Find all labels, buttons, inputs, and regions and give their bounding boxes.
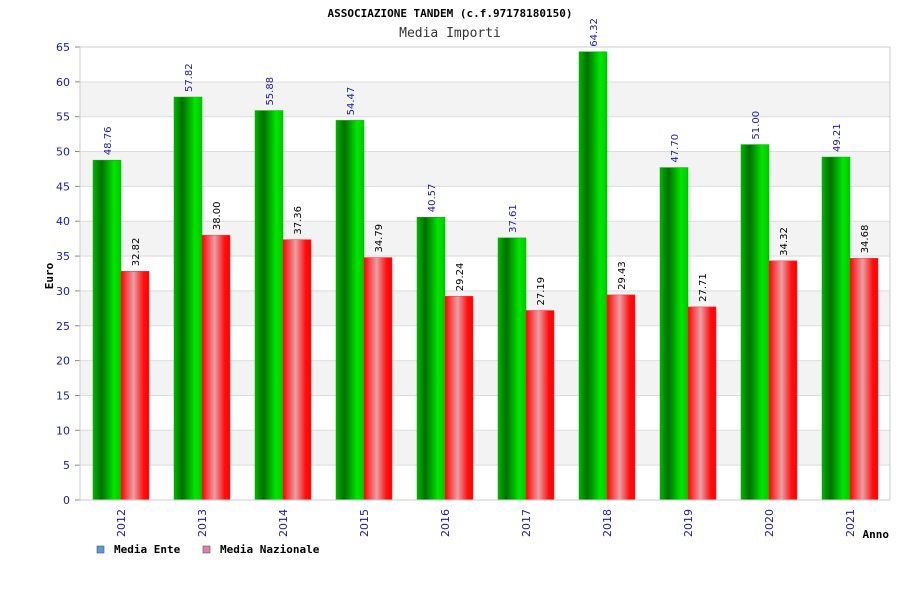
grid-band [80, 81, 890, 117]
bar-media-ente-2016 [416, 217, 446, 501]
x-tick-label: 2020 [763, 509, 776, 537]
bar-media-ente-2013 [173, 96, 203, 501]
bar-media-nazionale-2020 [768, 260, 798, 501]
chart-title: ASSOCIAZIONE TANDEM (c.f.97178180150) [327, 7, 572, 20]
y-tick-label: 25 [56, 320, 70, 333]
y-axis-label: Euro [43, 262, 56, 289]
y-tick-label: 5 [63, 459, 70, 472]
bar-media-ente-2020 [740, 144, 770, 501]
y-tick-label: 40 [56, 215, 70, 228]
bar-media-nazionale-2012 [120, 271, 150, 501]
chart-subtitle: Media Importi [399, 26, 501, 41]
x-tick-label: 2019 [682, 509, 695, 537]
bar-media-nazionale-2017 [525, 310, 555, 501]
y-tick-label: 65 [56, 41, 70, 54]
legend-label-media-ente: Media Ente [114, 543, 181, 556]
x-tick-label: 2016 [439, 509, 452, 537]
bar-media-ente-2021 [821, 156, 851, 501]
bar-media-ente-2018 [578, 51, 608, 501]
plot-border [79, 46, 891, 501]
data-label: 37.61 [508, 204, 519, 233]
legend-swatch-media-ente [96, 545, 105, 554]
data-label: 40.57 [427, 184, 438, 213]
y-tick-label: 50 [56, 146, 70, 159]
y-tick-label: 45 [56, 180, 70, 193]
bar-media-ente-2017 [497, 237, 527, 501]
bar-media-nazionale-2019 [687, 306, 717, 501]
bar-media-nazionale-2015 [363, 257, 393, 501]
data-label: 37.36 [293, 206, 304, 235]
data-label: 34.68 [860, 225, 871, 254]
bar-media-nazionale-2014 [282, 239, 312, 501]
y-tick-label: 10 [56, 424, 70, 437]
legend: Media Ente Media Nazionale [96, 543, 320, 556]
x-tick-label: 2013 [196, 509, 209, 537]
bar-media-nazionale-2013 [201, 234, 231, 501]
data-label: 38.00 [212, 202, 223, 231]
y-tick-label: 35 [56, 250, 70, 263]
x-tick-label: 2021 [844, 509, 857, 537]
x-tick-label: 2012 [115, 509, 128, 537]
y-tick-label: 30 [56, 285, 70, 298]
data-label: 55.88 [265, 77, 276, 106]
data-label: 34.79 [374, 224, 385, 253]
data-label: 27.19 [536, 277, 547, 306]
y-tick-label: 20 [56, 355, 70, 368]
x-axis-label: Anno [863, 528, 890, 541]
bar-media-nazionale-2021 [849, 258, 879, 501]
legend-swatch-media-nazionale [202, 545, 211, 554]
bar-media-ente-2014 [254, 110, 284, 501]
bar-media-ente-2019 [659, 167, 689, 501]
data-label: 32.82 [131, 238, 142, 267]
x-tick-label: 2018 [601, 509, 614, 537]
data-label: 48.76 [103, 127, 114, 156]
data-label: 51.00 [751, 111, 762, 140]
bar-media-ente-2012 [92, 159, 122, 501]
bar-media-ente-2015 [335, 120, 365, 501]
data-label: 29.24 [455, 263, 466, 292]
data-label: 54.47 [346, 87, 357, 116]
bar-media-nazionale-2018 [606, 294, 636, 501]
x-tick-label: 2017 [520, 509, 533, 537]
data-label: 64.32 [589, 18, 600, 47]
y-tick-label: 55 [56, 111, 70, 124]
x-tick-label: 2015 [358, 509, 371, 537]
data-label: 34.32 [779, 227, 790, 256]
data-label: 29.43 [617, 261, 628, 290]
data-label: 27.71 [698, 273, 709, 302]
y-tick-label: 15 [56, 389, 70, 402]
data-label: 47.70 [670, 134, 681, 163]
data-label: 49.21 [832, 123, 843, 152]
y-tick-label: 0 [63, 494, 70, 507]
bar-media-nazionale-2016 [444, 295, 474, 501]
x-tick-label: 2014 [277, 509, 290, 537]
data-label: 57.82 [184, 63, 195, 92]
legend-label-media-nazionale: Media Nazionale [220, 543, 320, 556]
y-tick-label: 60 [56, 76, 70, 89]
